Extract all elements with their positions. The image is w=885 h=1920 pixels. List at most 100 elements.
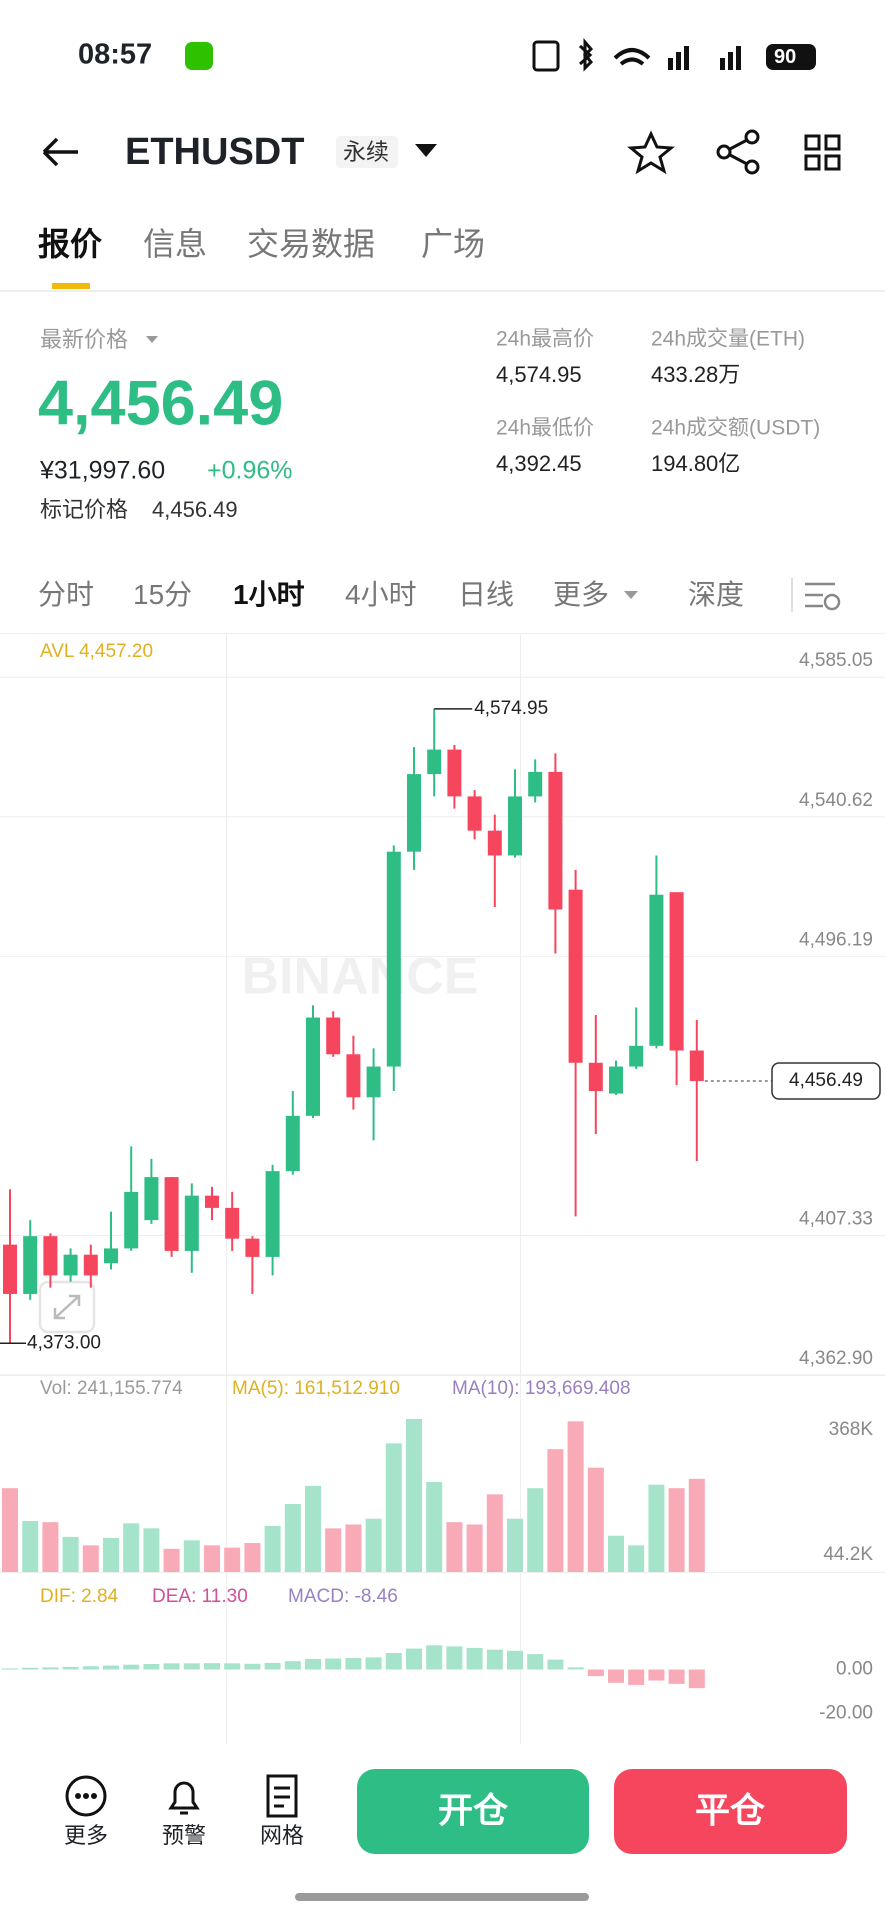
divider bbox=[0, 1572, 885, 1573]
candle-body bbox=[83, 1254, 98, 1276]
min-marker-label: 4,373.00 bbox=[27, 1332, 101, 1353]
bar bbox=[143, 1528, 160, 1572]
last-price: 4,456.49 bbox=[38, 368, 284, 439]
bar bbox=[22, 1521, 39, 1572]
bar bbox=[42, 1522, 59, 1572]
bar bbox=[224, 1547, 241, 1572]
legend-entry: DIF: 2.84 bbox=[40, 1586, 119, 1607]
timeframe[interactable]: 4小时 bbox=[345, 579, 417, 610]
bar bbox=[567, 1667, 584, 1670]
candle-body bbox=[629, 1045, 644, 1067]
stat-label: 24h最低价 bbox=[496, 416, 595, 440]
bar bbox=[62, 1666, 79, 1670]
timeframe[interactable]: 分时 bbox=[38, 579, 95, 610]
tab[interactable]: 报价 bbox=[38, 226, 103, 262]
open-button[interactable] bbox=[357, 1769, 589, 1854]
expand-icon[interactable] bbox=[38, 1280, 96, 1334]
bar bbox=[325, 1658, 342, 1670]
dropdown-icon[interactable] bbox=[415, 144, 437, 157]
legend-entry: Vol: 241,155.774 bbox=[40, 1378, 183, 1399]
grid-icon[interactable] bbox=[266, 1774, 298, 1818]
tab[interactable]: 信息 bbox=[143, 226, 208, 262]
stat-value: 433.28万 bbox=[651, 362, 741, 387]
bar bbox=[82, 1666, 99, 1670]
tab[interactable]: 交易数据 bbox=[247, 226, 376, 262]
bar bbox=[82, 1545, 99, 1572]
bar bbox=[183, 1540, 200, 1572]
signal bbox=[668, 58, 673, 70]
bar bbox=[264, 1662, 281, 1670]
bar bbox=[103, 1538, 119, 1572]
back-icon[interactable] bbox=[42, 137, 78, 167]
close-button[interactable] bbox=[614, 1769, 847, 1854]
cny-price: ¥31,997.60 bbox=[40, 456, 166, 485]
candle-body bbox=[124, 1191, 139, 1249]
badge-bg bbox=[336, 136, 398, 168]
tab[interactable]: 广场 bbox=[421, 226, 486, 262]
signal bbox=[684, 46, 689, 70]
candle-body bbox=[568, 889, 583, 1063]
grid-line-vertical bbox=[520, 634, 521, 1744]
bar bbox=[183, 1663, 200, 1670]
candle-body bbox=[23, 1236, 38, 1294]
bar bbox=[385, 1443, 402, 1572]
legend-entry: MA(10): 193,669.408 bbox=[452, 1378, 631, 1399]
candle-body bbox=[346, 1054, 361, 1098]
bar bbox=[305, 1658, 321, 1670]
wechat-icon bbox=[185, 42, 213, 70]
legend-entry: MA(5): 161,512.910 bbox=[232, 1378, 400, 1399]
battery-level: 90 bbox=[774, 46, 797, 68]
candle-body bbox=[285, 1115, 300, 1172]
bar bbox=[365, 1518, 382, 1572]
bar bbox=[244, 1663, 261, 1670]
bar bbox=[668, 1488, 685, 1572]
candle-body bbox=[467, 796, 482, 831]
candle-body bbox=[528, 771, 543, 797]
timeframe[interactable]: 日线 bbox=[458, 579, 515, 610]
timeframe[interactable]: 15分 bbox=[133, 579, 193, 610]
price-label: 最新价格 bbox=[40, 327, 129, 352]
alert-icon[interactable] bbox=[168, 1781, 200, 1815]
y-tick-label: -20.00 bbox=[819, 1703, 873, 1724]
candle-body bbox=[43, 1236, 58, 1276]
wifi-icon bbox=[613, 48, 651, 66]
bar bbox=[608, 1535, 624, 1572]
more-icon[interactable] bbox=[65, 1775, 107, 1817]
bar bbox=[628, 1545, 645, 1572]
bar bbox=[42, 1667, 59, 1670]
timeframe[interactable]: 深度 bbox=[688, 579, 745, 610]
candle-body bbox=[508, 796, 522, 856]
stat-label: 24h最高价 bbox=[496, 327, 595, 351]
signal bbox=[728, 52, 733, 70]
tab-underline bbox=[52, 283, 90, 289]
bar bbox=[264, 1526, 281, 1572]
timeframe[interactable]: 1小时 bbox=[233, 579, 305, 610]
bar bbox=[345, 1658, 362, 1670]
bluetooth-icon bbox=[578, 37, 594, 72]
bar bbox=[406, 1419, 422, 1572]
change: +0.96% bbox=[207, 456, 293, 485]
bar bbox=[648, 1484, 665, 1572]
candle-body bbox=[669, 892, 684, 1051]
dropdown-icon[interactable] bbox=[624, 591, 638, 599]
bar bbox=[244, 1543, 261, 1572]
bar bbox=[547, 1659, 564, 1670]
nfc-icon bbox=[532, 40, 560, 72]
timeframe[interactable]: 更多 bbox=[553, 579, 610, 610]
signal bbox=[676, 52, 681, 70]
bar bbox=[527, 1654, 544, 1670]
favorite-icon[interactable] bbox=[627, 130, 675, 175]
menu-icon[interactable] bbox=[804, 134, 841, 171]
share-icon[interactable] bbox=[716, 129, 760, 175]
bar bbox=[547, 1449, 564, 1572]
bar bbox=[648, 1669, 665, 1681]
candle-body bbox=[3, 1244, 17, 1294]
dropdown-icon[interactable] bbox=[146, 336, 158, 343]
bar bbox=[567, 1421, 584, 1572]
battery bbox=[766, 44, 816, 70]
settings-icon[interactable] bbox=[805, 582, 841, 611]
bar bbox=[284, 1661, 301, 1670]
y-tick-label: 4,585.05 bbox=[799, 650, 873, 671]
bar bbox=[507, 1650, 523, 1670]
